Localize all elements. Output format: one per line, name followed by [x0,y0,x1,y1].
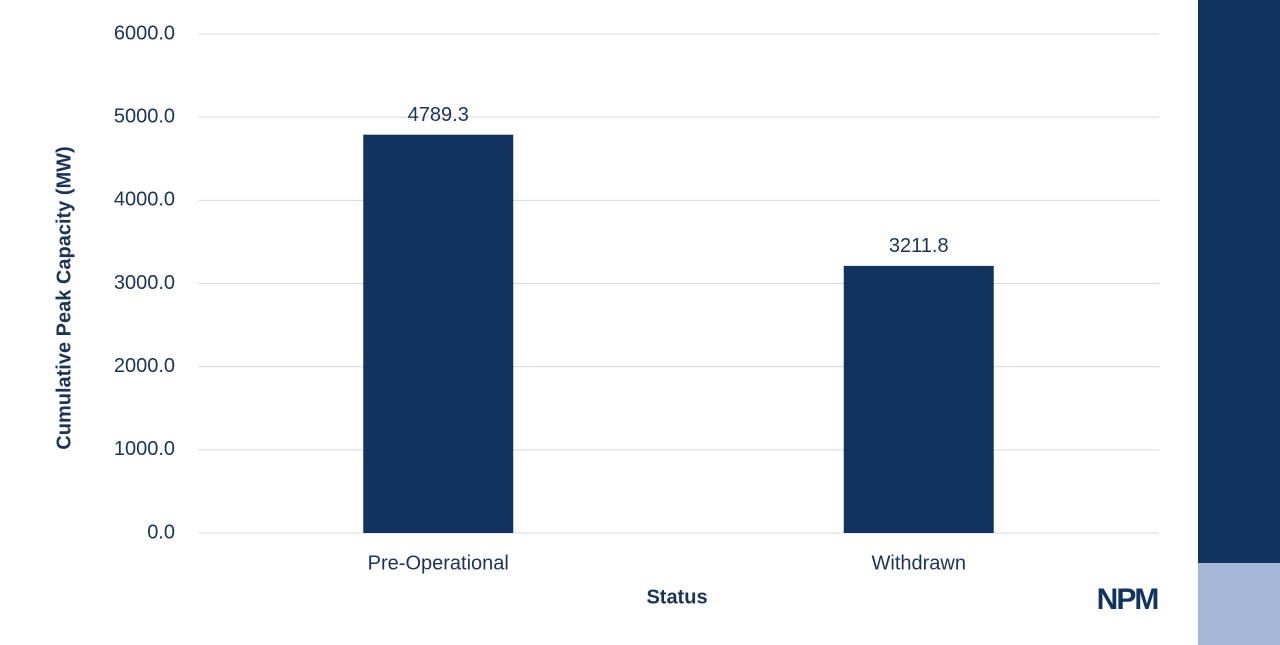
y-axis-title: Cumulative Peak Capacity (MW) [53,146,75,449]
data-label: 4789.3 [408,104,469,126]
y-tick-label: 0.0 [147,521,175,543]
sidebar-light [1198,563,1280,645]
x-tick-label: Withdrawn [872,552,966,574]
sidebar-dark [1198,0,1280,563]
y-tick-label: 1000.0 [114,438,175,460]
x-axis-title: Status [646,586,707,608]
y-tick-label: 2000.0 [114,355,175,377]
logo: NPM [1097,583,1158,616]
y-tick-label: 4000.0 [114,189,175,211]
bar [843,265,994,533]
y-tick-label: 6000.0 [114,22,175,44]
y-tick-label: 3000.0 [114,272,175,294]
bar [363,134,514,533]
data-label: 3211.8 [889,235,949,257]
x-tick-label: Pre-Operational [368,552,509,574]
y-tick-label: 5000.0 [114,105,175,127]
